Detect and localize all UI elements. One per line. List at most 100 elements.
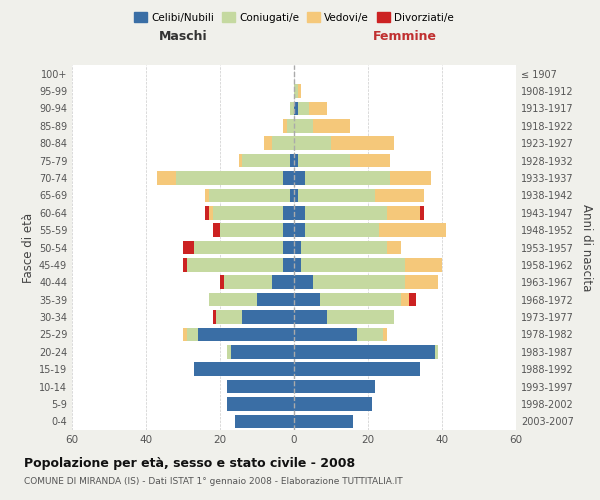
Bar — [405, 276, 438, 289]
Bar — [294, 171, 305, 185]
Bar — [257, 293, 294, 306]
Bar — [434, 345, 438, 358]
Bar — [294, 328, 357, 341]
Bar — [235, 414, 294, 428]
Bar — [294, 397, 372, 410]
Bar — [305, 224, 379, 237]
Bar — [283, 206, 294, 220]
Bar — [349, 154, 390, 168]
Bar — [294, 414, 353, 428]
Bar — [305, 171, 390, 185]
Bar — [283, 240, 294, 254]
Bar — [183, 240, 194, 254]
Bar — [320, 293, 401, 306]
Bar — [157, 171, 176, 185]
Bar — [290, 188, 294, 202]
Bar — [194, 240, 283, 254]
Bar — [301, 258, 405, 272]
Bar — [224, 276, 272, 289]
Bar — [313, 276, 405, 289]
Bar — [390, 171, 431, 185]
Text: Popolazione per età, sesso e stato civile - 2008: Popolazione per età, sesso e stato civil… — [24, 458, 355, 470]
Bar — [313, 119, 349, 132]
Bar — [294, 293, 320, 306]
Bar — [294, 380, 376, 394]
Bar — [298, 84, 301, 98]
Bar — [227, 380, 294, 394]
Bar — [409, 293, 416, 306]
Bar — [227, 397, 294, 410]
Bar — [265, 136, 272, 150]
Bar — [294, 310, 328, 324]
Legend: Celibi/Nubili, Coniugati/e, Vedovi/e, Divorziati/e: Celibi/Nubili, Coniugati/e, Vedovi/e, Di… — [130, 8, 458, 26]
Bar — [212, 206, 283, 220]
Bar — [176, 171, 283, 185]
Bar — [272, 276, 294, 289]
Bar — [205, 206, 209, 220]
Bar — [298, 102, 309, 115]
Bar — [357, 328, 383, 341]
Bar — [205, 188, 209, 202]
Bar — [283, 258, 294, 272]
Bar — [272, 136, 294, 150]
Bar — [386, 240, 401, 254]
Bar — [386, 206, 420, 220]
Bar — [294, 345, 434, 358]
Bar — [220, 224, 283, 237]
Bar — [301, 240, 386, 254]
Bar — [290, 154, 294, 168]
Text: Maschi: Maschi — [158, 30, 208, 43]
Bar — [183, 258, 187, 272]
Bar — [405, 258, 442, 272]
Bar — [331, 136, 394, 150]
Y-axis label: Fasce di età: Fasce di età — [22, 212, 35, 282]
Bar — [294, 84, 298, 98]
Bar — [209, 293, 257, 306]
Bar — [309, 102, 328, 115]
Bar — [294, 240, 301, 254]
Bar — [294, 119, 313, 132]
Bar — [242, 154, 290, 168]
Bar — [227, 345, 231, 358]
Bar — [294, 258, 301, 272]
Bar — [242, 310, 294, 324]
Bar — [212, 224, 220, 237]
Bar — [401, 293, 409, 306]
Bar — [294, 154, 298, 168]
Bar — [283, 171, 294, 185]
Bar — [283, 224, 294, 237]
Bar — [294, 206, 305, 220]
Bar — [294, 362, 420, 376]
Bar — [183, 328, 187, 341]
Bar — [220, 276, 224, 289]
Bar — [294, 136, 331, 150]
Bar — [383, 328, 386, 341]
Bar — [287, 119, 294, 132]
Bar — [209, 206, 212, 220]
Bar — [294, 188, 298, 202]
Bar — [187, 328, 198, 341]
Bar — [283, 119, 287, 132]
Bar — [231, 345, 294, 358]
Bar — [294, 102, 298, 115]
Bar — [298, 154, 349, 168]
Bar — [328, 310, 394, 324]
Bar — [239, 154, 242, 168]
Bar — [290, 102, 294, 115]
Bar — [379, 224, 446, 237]
Bar — [376, 188, 424, 202]
Bar — [198, 328, 294, 341]
Bar — [209, 188, 290, 202]
Bar — [187, 258, 283, 272]
Bar — [305, 206, 386, 220]
Bar — [216, 310, 242, 324]
Y-axis label: Anni di nascita: Anni di nascita — [580, 204, 593, 291]
Bar — [298, 188, 376, 202]
Bar — [194, 362, 294, 376]
Text: COMUNE DI MIRANDA (IS) - Dati ISTAT 1° gennaio 2008 - Elaborazione TUTTITALIA.IT: COMUNE DI MIRANDA (IS) - Dati ISTAT 1° g… — [24, 478, 403, 486]
Bar — [420, 206, 424, 220]
Bar — [294, 276, 313, 289]
Bar — [294, 224, 305, 237]
Text: Femmine: Femmine — [373, 30, 437, 43]
Bar — [212, 310, 217, 324]
